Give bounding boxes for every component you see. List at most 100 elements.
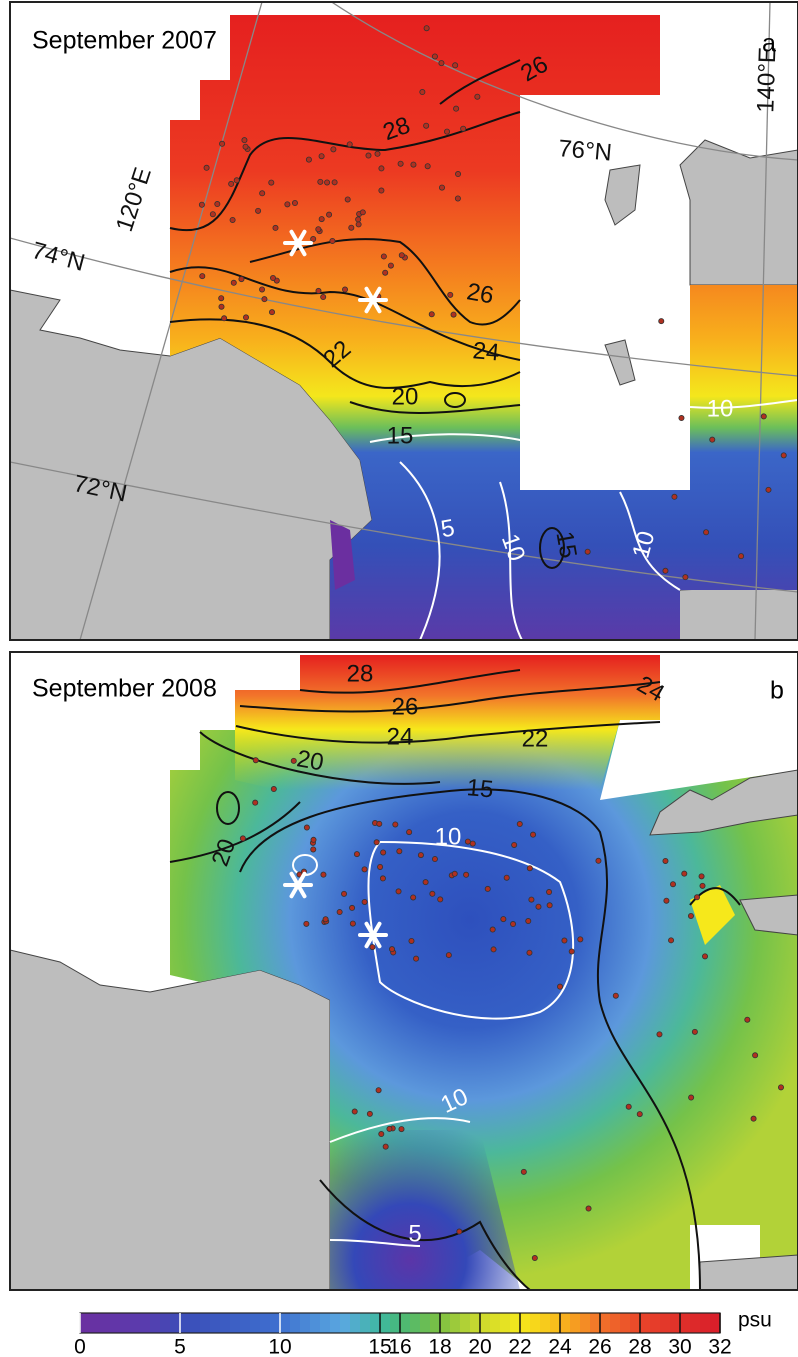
colorbar-segment bbox=[360, 1313, 371, 1333]
station bbox=[411, 162, 416, 167]
station bbox=[319, 154, 324, 159]
panel-title: September 2008 bbox=[32, 675, 217, 703]
colorbar-tick-label: 10 bbox=[268, 1336, 291, 1357]
contour-label: 15 bbox=[551, 529, 582, 560]
colorbar-segment bbox=[610, 1313, 621, 1333]
colorbar-segment bbox=[700, 1313, 711, 1333]
contour-label: 20 bbox=[295, 745, 326, 776]
panel-letter: a bbox=[762, 30, 776, 58]
colorbar-segment bbox=[170, 1313, 181, 1333]
station bbox=[438, 897, 443, 902]
station bbox=[418, 852, 423, 857]
colorbar-segment bbox=[130, 1313, 141, 1333]
station bbox=[341, 891, 346, 896]
station bbox=[381, 850, 386, 855]
station bbox=[337, 909, 342, 914]
colorbar-segment bbox=[80, 1313, 91, 1333]
station bbox=[586, 1206, 591, 1211]
station bbox=[504, 875, 509, 880]
station bbox=[234, 178, 239, 183]
colorbar-segment bbox=[560, 1313, 571, 1333]
station bbox=[360, 210, 365, 215]
colorbar-segment bbox=[670, 1313, 681, 1333]
station bbox=[710, 437, 715, 442]
station bbox=[694, 895, 699, 900]
colorbar-segment bbox=[350, 1313, 361, 1333]
station bbox=[585, 549, 590, 554]
contour-label: 26 bbox=[465, 278, 496, 309]
station bbox=[475, 94, 480, 99]
station bbox=[271, 786, 276, 791]
station bbox=[453, 63, 458, 68]
station bbox=[530, 832, 535, 837]
station bbox=[465, 839, 470, 844]
station bbox=[409, 938, 414, 943]
station bbox=[432, 54, 437, 59]
station bbox=[323, 917, 328, 922]
station bbox=[379, 166, 384, 171]
station bbox=[285, 202, 290, 207]
colorbar-segment bbox=[340, 1313, 351, 1333]
colorbar-segment bbox=[660, 1313, 671, 1333]
contour-label: 24 bbox=[472, 337, 501, 366]
station bbox=[411, 895, 416, 900]
colorbar-tick-label: 18 bbox=[428, 1336, 451, 1357]
station bbox=[367, 1111, 372, 1116]
colorbar-tick-label: 32 bbox=[708, 1336, 731, 1357]
colorbar-segment bbox=[290, 1313, 301, 1333]
station bbox=[273, 225, 278, 230]
station bbox=[699, 874, 704, 879]
station bbox=[569, 949, 574, 954]
contour-label: 15 bbox=[466, 774, 495, 803]
station bbox=[356, 217, 361, 222]
station bbox=[331, 147, 336, 152]
colorbar-segment bbox=[280, 1313, 291, 1333]
colorbar-tick-label: 30 bbox=[668, 1336, 691, 1357]
colorbar-segment bbox=[160, 1313, 171, 1333]
station bbox=[240, 836, 245, 841]
land bbox=[10, 950, 330, 1290]
station bbox=[231, 280, 236, 285]
station bbox=[753, 1053, 758, 1058]
panel-title: September 2007 bbox=[32, 27, 217, 55]
colorbar-segment bbox=[690, 1313, 701, 1333]
station bbox=[269, 310, 274, 315]
station bbox=[444, 129, 449, 134]
station bbox=[430, 891, 435, 896]
station bbox=[657, 1032, 662, 1037]
station bbox=[692, 1029, 697, 1034]
station bbox=[259, 287, 264, 292]
panel-a: 76°N74°N72°N120°E140°E262826242220151051… bbox=[10, 0, 798, 640]
colorbar-segment bbox=[180, 1313, 191, 1333]
station bbox=[668, 938, 673, 943]
colorbar-segment bbox=[330, 1313, 341, 1333]
station bbox=[751, 1116, 756, 1121]
station bbox=[557, 984, 562, 989]
colorbar-segment bbox=[420, 1313, 431, 1333]
station bbox=[330, 238, 335, 243]
station bbox=[381, 254, 386, 259]
colorbar-segment bbox=[540, 1313, 551, 1333]
station bbox=[451, 312, 456, 317]
station bbox=[526, 918, 531, 923]
station bbox=[682, 871, 687, 876]
station bbox=[700, 883, 705, 888]
station bbox=[332, 180, 337, 185]
station bbox=[219, 141, 224, 146]
colorbar-tick-label: 26 bbox=[588, 1336, 611, 1357]
station bbox=[529, 897, 534, 902]
colorbar-segment bbox=[470, 1313, 481, 1333]
colorbar-segment bbox=[90, 1313, 101, 1333]
station bbox=[230, 217, 235, 222]
station bbox=[761, 414, 766, 419]
colorbar-segment bbox=[600, 1313, 611, 1333]
station bbox=[376, 1088, 381, 1093]
colorbar-segment bbox=[240, 1313, 251, 1333]
station bbox=[446, 952, 451, 957]
station bbox=[345, 197, 350, 202]
station bbox=[429, 312, 434, 317]
station bbox=[424, 123, 429, 128]
station bbox=[703, 530, 708, 535]
colorbar-segment bbox=[710, 1313, 721, 1333]
station bbox=[778, 1085, 783, 1090]
